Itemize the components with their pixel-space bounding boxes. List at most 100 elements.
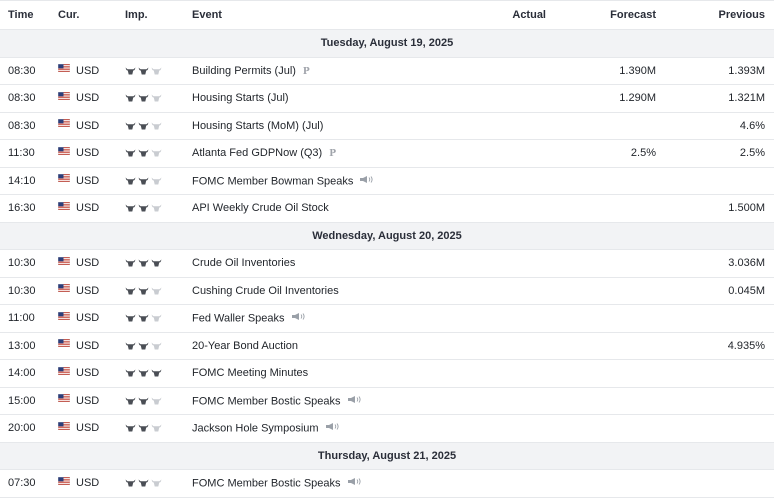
event-previous: 4.935% [727,339,765,352]
event-name-link[interactable]: Housing Starts (MoM) (Jul) [192,119,324,132]
event-name-link[interactable]: FOMC Meeting Minutes [192,367,309,379]
event-currency-cell: USD [57,85,99,112]
table-body: Tuesday, August 19, 2025 08:30 USD Building… [0,30,774,498]
column-header-currency[interactable]: Cur. [58,9,80,21]
event-name-link[interactable]: Jackson Hole Symposium [192,422,319,435]
us-flag-icon [57,331,71,358]
us-flag-icon [57,469,71,496]
table-row[interactable]: 11:00 USD Fed Waller Speaks [0,305,774,333]
event-name-link[interactable]: Atlanta Fed GDPNow (Q3) [192,147,323,159]
event-currency-cell: USD [57,331,100,360]
event-currency: USD [76,339,100,352]
column-header-time[interactable]: Time [8,9,34,21]
event-time: 08:30 [8,64,36,77]
event-previous: 1.500M [728,202,765,214]
event-name-link[interactable]: FOMC Member Bostic Speaks [192,394,341,407]
table-row[interactable]: 13:00 USD 20-Year Bond Auction 4.935% [0,331,774,360]
event-forecast: 1.390M [619,64,656,77]
event-currency-cell: USD [57,415,99,442]
column-header-actual[interactable]: Actual [512,9,546,21]
event-previous: 3.036M [728,257,765,269]
bull-icon [138,278,151,305]
us-flag-icon [57,56,71,83]
bull-icon [138,113,151,140]
speaker-icon [347,388,362,415]
event-cell: Fed Waller Speaks [192,305,306,332]
bull-icon [151,305,164,332]
event-previous: 4.6% [739,119,765,132]
event-cell: Housing Starts (MoM) (Jul) [192,113,323,140]
bull-icon [151,140,164,167]
day-label: Tuesday, August 19, 2025 [320,37,454,49]
bull-icon [125,250,138,277]
importance-indicator [125,195,164,222]
table-row[interactable]: 07:30 USD FOMC Member Bostic Speaks [0,470,774,498]
column-header-previous[interactable]: Previous [718,9,765,21]
bull-icon [151,360,164,387]
table-row[interactable]: 10:30 USD Crude Oil Inventories 3.036M [0,250,774,278]
event-cell: API Weekly Crude Oil Stock [192,195,329,222]
day-label: Wednesday, August 20, 2025 [312,229,462,242]
event-cell: 20-Year Bond Auction [192,333,298,360]
bull-icon [138,250,151,277]
bull-icon [125,140,138,167]
event-time: 11:30 [8,147,35,159]
event-time: 10:30 [8,284,36,297]
table-row[interactable]: 15:00 USD FOMC Member Bostic Speaks [0,387,774,415]
event-name-link[interactable]: Housing Starts (Jul) [192,92,289,104]
bull-icon [138,388,151,415]
us-flag-icon [57,139,71,166]
event-name-link[interactable]: API Weekly Crude Oil Stock [192,202,329,214]
table-row[interactable]: 16:30 USD API Weekly Crude Oil Stock 1.500M [0,195,774,223]
table-row[interactable]: 20:00 USD Jackson Hole Symposium [0,415,774,443]
importance-indicator [125,360,164,387]
speaker-icon [347,470,362,497]
event-name-link[interactable]: 20-Year Bond Auction [192,339,299,352]
bull-icon [125,388,138,415]
event-currency: USD [76,312,100,324]
event-time: 15:00 [8,394,36,407]
event-time: 08:30 [8,92,36,104]
table-row[interactable]: 08:30 USD Housing Starts (Jul) 1.290M 1.321M [0,85,774,113]
table-row[interactable]: 14:10 USD FOMC Member Bowman Speaks [0,167,774,195]
event-name-link[interactable]: Cushing Crude Oil Inventories [192,284,339,297]
table-row[interactable]: 08:30 USD Housing Starts (MoM) (Jul) 4.6% [0,112,774,140]
column-header-event[interactable]: Event [192,9,222,21]
event-currency: USD [76,119,100,132]
event-previous: 1.393M [728,64,765,77]
bull-icon [138,333,151,360]
event-forecast: 2.5% [630,147,656,159]
event-currency-cell: USD [57,278,99,305]
bull-icon [125,470,138,497]
table-row[interactable]: 11:30 USD Atlanta Fed GDPNow (Q3) P 2.5% 2.5% [0,140,774,168]
day-header-row: Wednesday, August 20, 2025 [0,222,774,250]
column-header-importance[interactable]: Imp. [125,9,148,21]
event-name-link[interactable]: FOMC Member Bowman Speaks [192,174,354,187]
bull-icon [151,168,164,195]
day-header-row: Thursday, August 21, 2025 [0,442,774,470]
event-currency-cell: USD [57,388,99,415]
event-currency: USD [76,64,100,77]
event-name-link[interactable]: Crude Oil Inventories [192,257,296,269]
importance-indicator [125,113,164,140]
event-name-link[interactable]: Fed Waller Speaks [192,312,285,325]
column-header-forecast[interactable]: Forecast [610,9,656,21]
event-name-link[interactable]: FOMC Member Bostic Speaks [192,477,341,490]
bull-icon [125,58,138,85]
importance-indicator [125,140,164,167]
table-row[interactable]: 14:00 USD FOMC Meeting Minutes [0,360,774,388]
event-cell: Jackson Hole Symposium [192,415,340,442]
table-header: Time Cur. Imp. Event Actual Forecast Pre… [0,0,774,30]
bull-icon [125,305,138,332]
event-time: 10:30 [8,257,36,269]
event-currency: USD [76,147,100,159]
table-row[interactable]: 08:30 USD Building Permits (Jul) P 1.390M 1.3… [0,56,774,85]
table-row[interactable]: 10:30 USD Cushing Crude Oil Inventories 0.0… [0,277,774,305]
importance-indicator [125,333,164,360]
event-cell: FOMC Member Bostic Speaks [192,470,362,497]
event-name-link[interactable]: Building Permits (Jul) [192,64,296,77]
event-currency: USD [76,367,100,379]
bull-icon [138,195,151,222]
bull-icon [138,415,151,442]
